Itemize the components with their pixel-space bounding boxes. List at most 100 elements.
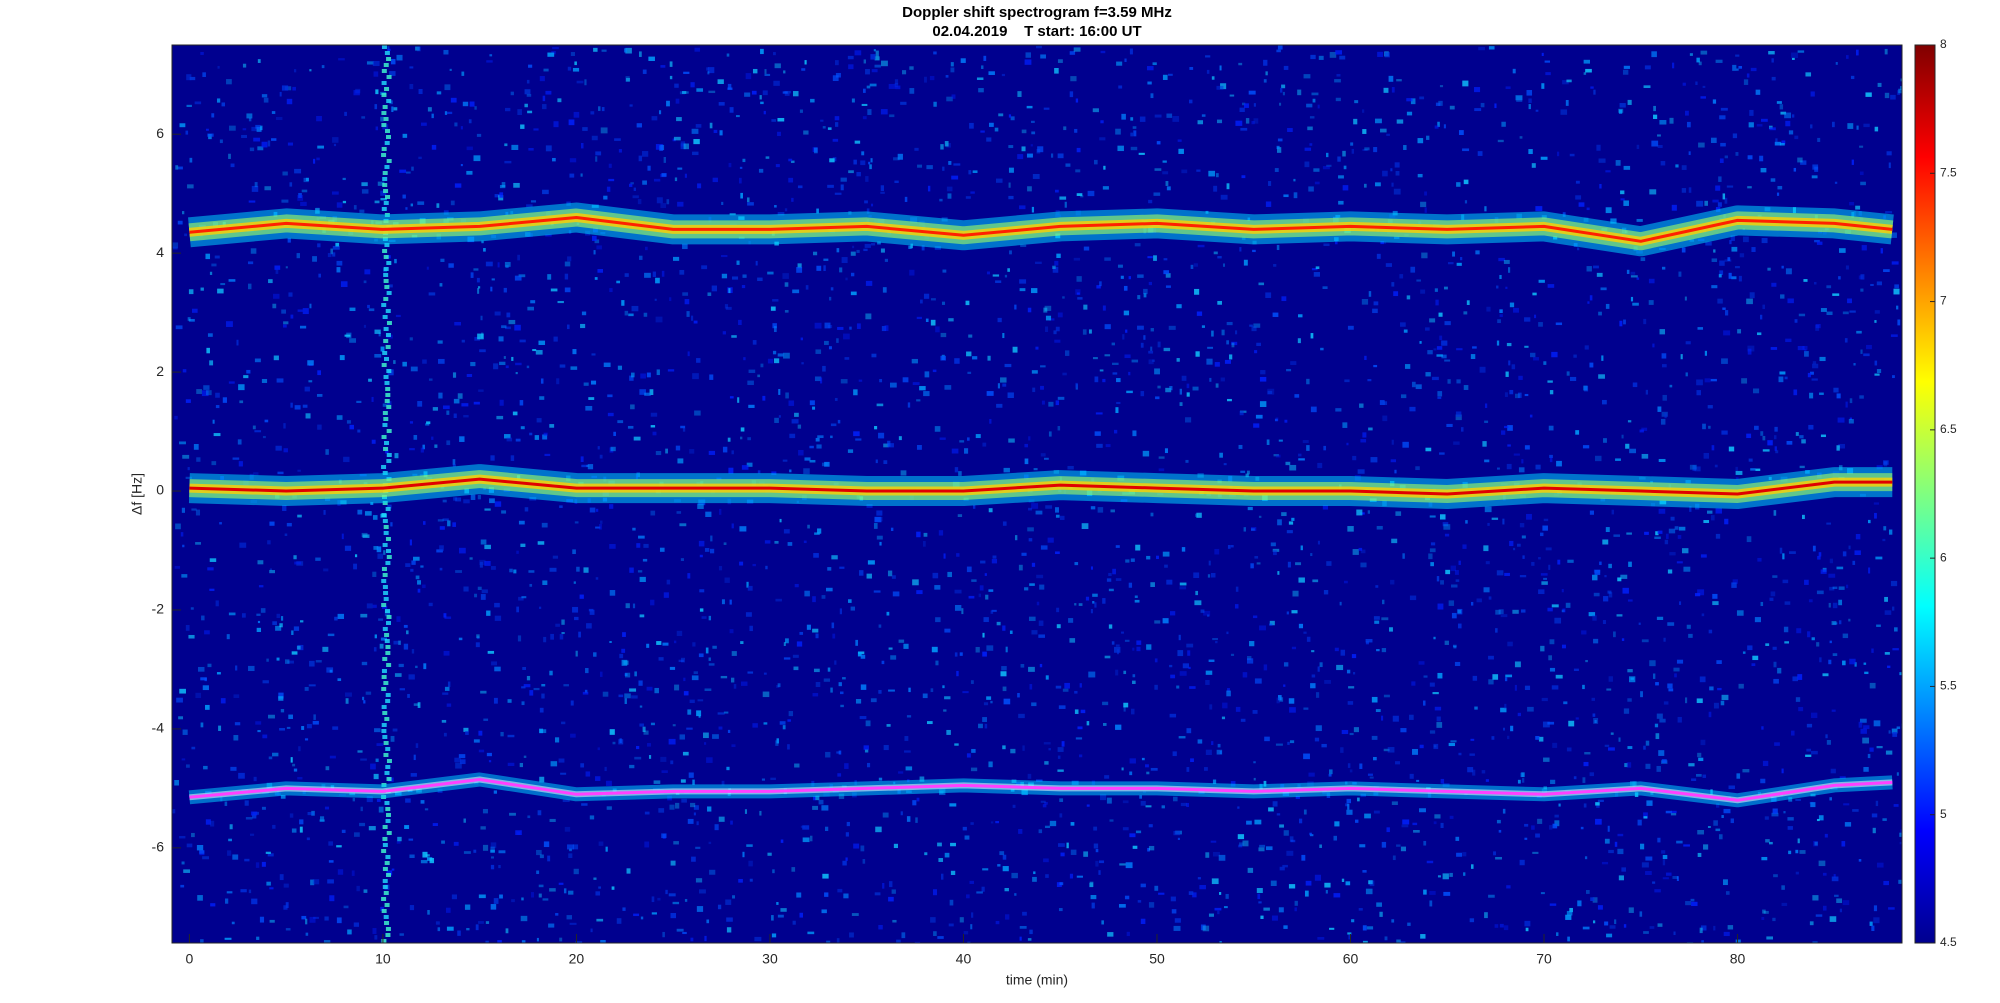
noise-speckle [1207,346,1214,349]
noise-speckle [1092,357,1098,360]
noise-speckle [1851,159,1854,165]
noise-speckle [793,666,799,671]
noise-speckle [586,623,592,629]
noise-speckle [550,761,558,767]
noise-speckle [1528,104,1531,110]
noise-speckle [1869,747,1874,752]
noise-speckle [1871,813,1878,818]
streak-speckle [384,285,390,289]
noise-speckle [1383,401,1388,405]
noise-speckle [1749,292,1755,299]
noise-speckle [1541,52,1544,57]
noise-speckle [244,858,250,862]
noise-speckle [725,306,732,310]
noise-speckle [202,72,206,78]
noise-speckle [372,515,378,520]
noise-speckle [1214,548,1220,555]
noise-speckle [658,657,664,661]
x-tick-label: 60 [1343,951,1359,967]
noise-speckle [1883,269,1890,273]
noise-speckle [1429,682,1435,687]
noise-speckle [669,804,675,810]
noise-speckle [1021,129,1027,134]
streak-speckle [385,807,391,811]
noise-speckle [726,53,730,57]
streak-speckle [382,423,388,427]
noise-speckle [1531,561,1535,566]
noise-speckle [1210,572,1216,578]
noise-speckle [1521,609,1526,613]
noise-speckle [349,424,354,430]
noise-speckle [179,835,186,839]
noise-speckle [439,567,443,571]
noise-speckle [1345,803,1349,807]
noise-speckle [1325,889,1328,894]
noise-speckle [309,69,312,72]
noise-speckle [380,116,384,122]
noise-speckle [1807,372,1811,378]
trace-line [189,216,1893,243]
streak-speckle [386,555,392,559]
noise-speckle [269,521,275,526]
noise-speckle [1746,73,1750,78]
noise-speckle [267,540,271,545]
noise-speckle [1817,137,1821,142]
noise-speckle [1214,362,1220,367]
noise-speckle [1594,569,1601,575]
noise-speckle [413,754,416,761]
noise-speckle [1891,728,1898,734]
noise-speckle [481,589,488,594]
noise-speckle [553,121,559,128]
noise-speckle [1177,650,1184,657]
noise-speckle [1217,300,1222,305]
noise-speckle [1816,241,1823,245]
noise-speckle [453,398,460,404]
noise-speckle [285,266,288,269]
noise-speckle [1788,850,1792,855]
noise-speckle [1581,630,1587,635]
noise-speckle [376,743,384,746]
noise-speckle [209,588,215,591]
noise-speckle [1488,655,1494,660]
noise-speckle [680,558,684,561]
noise-speckle [784,93,790,96]
noise-speckle [593,250,596,255]
noise-speckle [380,346,385,352]
noise-speckle [1562,80,1569,85]
noise-speckle [1347,701,1354,705]
noise-speckle [1039,584,1045,590]
noise-speckle [1785,268,1792,275]
noise-speckle [1439,335,1443,341]
noise-speckle [1506,885,1511,889]
noise-speckle [1510,725,1514,732]
noise-speckle [271,138,277,141]
noise-speckle [863,745,869,750]
noise-speckle [557,98,562,103]
noise-speckle [1507,267,1511,273]
noise-speckle [996,403,1003,408]
streak-speckle [383,297,389,301]
noise-speckle [1188,891,1194,895]
noise-speckle [1279,824,1284,828]
noise-speckle [830,435,833,439]
noise-speckle [729,107,734,113]
noise-speckle [1415,466,1420,471]
noise-speckle [1074,128,1078,133]
noise-speckle [1107,932,1114,937]
noise-speckle [539,729,547,734]
noise-speckle [1589,362,1594,368]
noise-speckle [393,640,401,645]
noise-speckle [1024,59,1032,65]
noise-speckle [252,425,256,430]
streak-speckle [385,393,391,397]
noise-speckle [311,810,315,816]
noise-speckle [1586,266,1592,272]
noise-speckle [518,596,524,601]
noise-speckle [1229,354,1233,360]
noise-speckle [269,570,276,574]
noise-speckle [420,860,428,864]
noise-speckle [677,167,683,170]
noise-speckle [1444,640,1449,645]
noise-speckle [227,850,232,856]
noise-speckle [1075,98,1079,103]
